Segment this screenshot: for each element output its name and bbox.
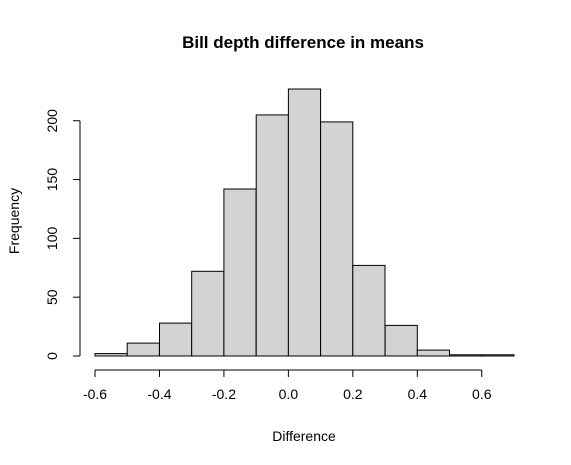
histogram-bar-1 [126,342,160,357]
x-tick-label-5: 0.4 [408,386,428,402]
y-tick-label-4: 200 [44,109,60,133]
histogram-bar-10 [416,349,450,357]
x-tick-label-3: 0.0 [279,386,299,402]
histogram-bar-11 [449,354,483,357]
histogram-bar-7 [320,121,354,357]
histogram-bar-8 [352,264,386,357]
histogram-bar-6 [287,88,322,357]
histogram-bar-9 [384,324,418,357]
histogram-bar-12 [481,354,515,357]
x-axis: -0.6 -0.4 -0.2 0.0 0.2 0.4 0.6 [83,369,492,402]
y-axis: 0 50 100 150 200 [44,109,81,360]
x-tick-label-1: -0.4 [147,386,171,402]
y-tick-label-2: 100 [44,226,60,250]
y-tick-label-0: 0 [44,352,60,360]
histogram-bar-4 [223,188,257,357]
chart-title: Bill depth difference in means [182,33,424,52]
x-axis-label: Difference [272,428,336,444]
histogram-bar-5 [255,114,289,357]
y-axis-label: Frequency [6,188,22,254]
histogram-bar-2 [159,322,193,357]
x-tick-label-0: -0.6 [83,386,107,402]
histogram-bar-3 [191,270,225,357]
x-tick-label-6: 0.6 [472,386,492,402]
y-tick-label-1: 50 [44,289,60,305]
x-tick-label-4: 0.2 [343,386,363,402]
bars-group [94,88,515,357]
y-tick-label-3: 150 [44,168,60,192]
x-tick-label-2: -0.2 [212,386,236,402]
histogram-bar-0 [94,353,128,357]
